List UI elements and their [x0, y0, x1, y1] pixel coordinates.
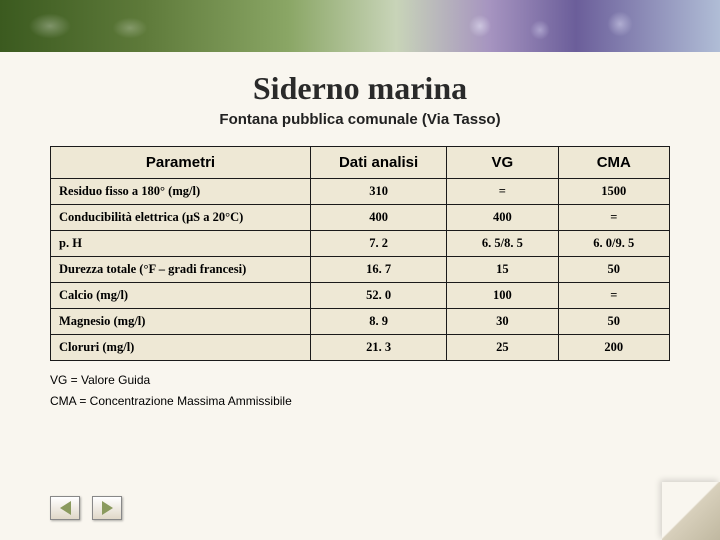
- col-cma: CMA: [558, 147, 669, 179]
- table-row: Calcio (mg/l) 52. 0 100 =: [51, 283, 670, 309]
- page-subtitle: Fontana pubblica comunale (Via Tasso): [50, 111, 670, 128]
- cell-cma: 200: [558, 335, 669, 361]
- page-title: Siderno marina: [50, 70, 670, 107]
- parameters-table: Parametri Dati analisi VG CMA Residuo fi…: [50, 146, 670, 361]
- cell-dati: 21. 3: [310, 335, 446, 361]
- table-row: p. H 7. 2 6. 5/8. 5 6. 0/9. 5: [51, 231, 670, 257]
- cell-param: Residuo fisso a 180° (mg/l): [51, 179, 311, 205]
- cell-vg: 30: [447, 309, 558, 335]
- cell-vg: 25: [447, 335, 558, 361]
- cell-dati: 52. 0: [310, 283, 446, 309]
- cell-cma: =: [558, 205, 669, 231]
- cell-vg: 100: [447, 283, 558, 309]
- legend: VG = Valore Guida CMA = Concentrazione M…: [50, 371, 670, 411]
- cell-param: Calcio (mg/l): [51, 283, 311, 309]
- cell-cma: =: [558, 283, 669, 309]
- table-row: Durezza totale (°F – gradi francesi) 16.…: [51, 257, 670, 283]
- cell-vg: 400: [447, 205, 558, 231]
- cell-dati: 400: [310, 205, 446, 231]
- legend-cma: CMA = Concentrazione Massima Ammissibile: [50, 392, 670, 411]
- cell-param: Cloruri (mg/l): [51, 335, 311, 361]
- cell-param: Conducibilità elettrica (μS a 20°C): [51, 205, 311, 231]
- table-row: Magnesio (mg/l) 8. 9 30 50: [51, 309, 670, 335]
- cell-param: Durezza totale (°F – gradi francesi): [51, 257, 311, 283]
- cell-vg: 15: [447, 257, 558, 283]
- chevron-left-icon: [60, 501, 71, 515]
- cell-vg: 6. 5/8. 5: [447, 231, 558, 257]
- cell-cma: 6. 0/9. 5: [558, 231, 669, 257]
- cell-dati: 310: [310, 179, 446, 205]
- decorative-banner: [0, 0, 720, 52]
- cell-dati: 16. 7: [310, 257, 446, 283]
- table-row: Conducibilità elettrica (μS a 20°C) 400 …: [51, 205, 670, 231]
- table-header-row: Parametri Dati analisi VG CMA: [51, 147, 670, 179]
- page-curl-icon: [662, 482, 720, 540]
- legend-vg: VG = Valore Guida: [50, 371, 670, 390]
- col-vg: VG: [447, 147, 558, 179]
- cell-cma: 50: [558, 309, 669, 335]
- cell-dati: 7. 2: [310, 231, 446, 257]
- cell-param: p. H: [51, 231, 311, 257]
- cell-cma: 1500: [558, 179, 669, 205]
- cell-param: Magnesio (mg/l): [51, 309, 311, 335]
- cell-dati: 8. 9: [310, 309, 446, 335]
- prev-button[interactable]: [50, 496, 80, 520]
- col-dati: Dati analisi: [310, 147, 446, 179]
- cell-vg: =: [447, 179, 558, 205]
- cell-cma: 50: [558, 257, 669, 283]
- table-row: Residuo fisso a 180° (mg/l) 310 = 1500: [51, 179, 670, 205]
- chevron-right-icon: [102, 501, 113, 515]
- next-button[interactable]: [92, 496, 122, 520]
- table-row: Cloruri (mg/l) 21. 3 25 200: [51, 335, 670, 361]
- slide-content: Siderno marina Fontana pubblica comunale…: [0, 52, 720, 411]
- col-parametri: Parametri: [51, 147, 311, 179]
- nav-buttons: [50, 496, 122, 520]
